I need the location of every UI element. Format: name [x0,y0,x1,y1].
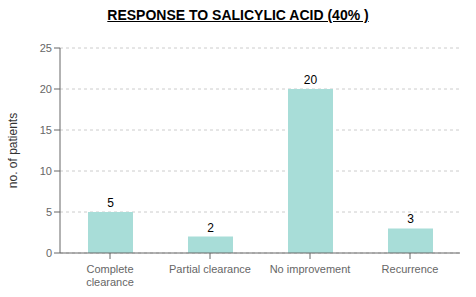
svg-text:Completeclearance: Completeclearance [86,263,134,288]
svg-text:Recurrence: Recurrence [382,263,439,275]
svg-text:3: 3 [407,212,414,226]
svg-text:15: 15 [40,124,52,136]
svg-text:5: 5 [46,206,52,218]
svg-text:20: 20 [40,83,52,95]
svg-text:No improvement: No improvement [270,263,351,275]
html-text:RESPONSE TO SALICYLIC ACID (40: RESPONSE TO SALICYLIC ACID (40% ) [107,7,369,23]
svg-text:2: 2 [207,221,214,235]
svg-text:20: 20 [304,73,318,87]
svg-text:25: 25 [40,42,52,54]
svg-text:no. of patients: no. of patients [8,113,20,188]
svg-text:Partial clearance: Partial clearance [169,263,251,275]
svg-text:0: 0 [46,247,52,259]
svg-text:5: 5 [107,196,114,210]
svg-text:10: 10 [40,165,52,177]
